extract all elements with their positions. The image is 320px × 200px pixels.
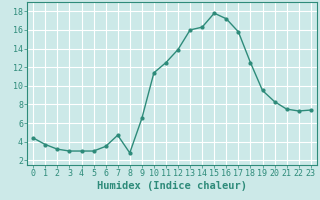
X-axis label: Humidex (Indice chaleur): Humidex (Indice chaleur) <box>97 181 247 191</box>
